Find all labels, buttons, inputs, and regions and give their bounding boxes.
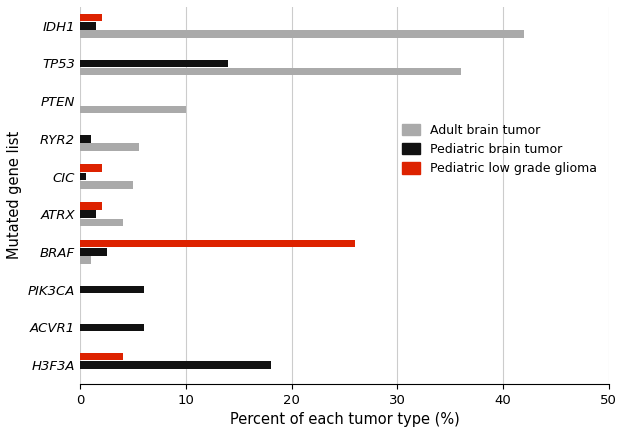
Bar — [80, 286, 144, 293]
Legend: Adult brain tumor, Pediatric brain tumor, Pediatric low grade glioma: Adult brain tumor, Pediatric brain tumor… — [397, 119, 602, 180]
Bar — [80, 60, 228, 67]
Bar — [80, 240, 355, 247]
Bar — [80, 248, 107, 256]
Bar — [80, 22, 96, 30]
Bar — [80, 164, 102, 172]
Bar — [80, 219, 123, 226]
Bar — [80, 181, 134, 188]
Bar — [80, 323, 144, 331]
Bar — [80, 173, 85, 180]
Bar — [80, 14, 102, 21]
Bar — [80, 30, 524, 38]
X-axis label: Percent of each tumor type (%): Percent of each tumor type (%) — [230, 412, 459, 427]
Bar — [80, 143, 139, 151]
Bar — [80, 106, 186, 113]
Bar — [80, 135, 91, 142]
Bar — [80, 256, 91, 264]
Bar — [80, 361, 271, 368]
Bar — [80, 68, 461, 76]
Bar — [80, 202, 102, 210]
Bar — [80, 353, 123, 360]
Y-axis label: Mutated gene list: Mutated gene list — [7, 131, 22, 260]
Bar — [80, 210, 96, 218]
